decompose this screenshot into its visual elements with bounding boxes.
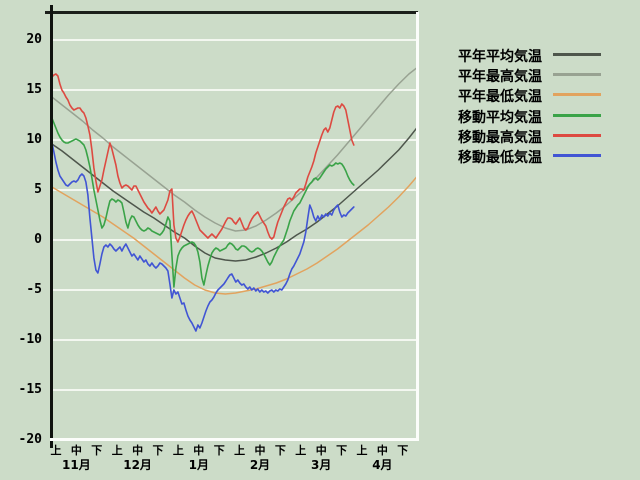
- x-axis-month-label: 1月: [188, 458, 209, 472]
- series-line-moving: [52, 73, 355, 243]
- y-axis-tick-label: 10: [26, 132, 42, 147]
- y-axis-tick-label: -15: [18, 382, 42, 397]
- legend-item: 移動平均気温: [455, 105, 615, 126]
- y-axis-tick-label: -20: [18, 432, 42, 447]
- y-axis-tick-label: 5: [34, 182, 42, 197]
- series-line-moving: [52, 142, 355, 332]
- x-axis-period-label: 下: [336, 444, 348, 457]
- x-axis-period-label: 上: [111, 444, 123, 457]
- y-axis-tick-label: 15: [26, 82, 42, 97]
- x-axis-month-label: 12月: [123, 458, 152, 472]
- x-axis-period-label: 中: [254, 444, 266, 457]
- plot-border-bottom: [50, 438, 419, 441]
- series-line-normal: [52, 175, 417, 295]
- x-axis-period-label: 中: [193, 444, 205, 457]
- x-axis-period-label: 上: [50, 444, 62, 457]
- x-axis-period-label: 下: [91, 444, 103, 457]
- legend-item: 平年最低気温: [455, 84, 615, 106]
- legend-line-swatch: [553, 53, 601, 56]
- legend-line-swatch: [553, 133, 601, 137]
- x-axis-month-label: 3月: [311, 458, 332, 472]
- x-axis-period-label: 下: [397, 444, 409, 457]
- plot-border-top: [45, 11, 418, 14]
- x-axis-period-label: 中: [132, 444, 144, 457]
- x-axis-period-label: 中: [70, 444, 82, 457]
- plot-border-right: [416, 12, 419, 441]
- chart-legend: 平年平均気温 平年最高気温 平年最低気温 移動平均気温 移動最高気温 移動最低気温: [455, 44, 615, 166]
- legend-label: 移動最低気温: [458, 149, 542, 166]
- x-axis-period-label: 下: [213, 444, 225, 457]
- legend-label: 平年最高気温: [458, 69, 542, 86]
- legend-label: 平年平均気温: [458, 49, 542, 65]
- x-axis-period-label: 中: [315, 444, 327, 457]
- x-axis-period-label: 上: [234, 444, 246, 457]
- legend-item: 平年平均気温: [455, 44, 615, 65]
- y-axis-tick-label: -10: [18, 332, 42, 347]
- x-axis-period-label: 下: [152, 444, 164, 457]
- x-axis-period-label: 上: [172, 444, 184, 457]
- legend-line-swatch: [553, 73, 601, 77]
- x-axis-period-label: 下: [274, 444, 286, 457]
- x-axis-period-label: 上: [295, 444, 307, 457]
- x-axis-period-label: 上: [356, 444, 368, 457]
- x-axis-period-label: 中: [376, 444, 388, 457]
- legend-line-swatch: [553, 93, 601, 97]
- y-axis-tick-label: 0: [34, 232, 42, 247]
- x-axis-month-label: 2月: [249, 458, 271, 472]
- y-axis-tick-label: 20: [26, 32, 42, 47]
- y-axis-line: [50, 5, 53, 448]
- legend-label: 平年最低気温: [458, 89, 542, 106]
- legend-label: 移動平均気温: [458, 109, 542, 126]
- series-line-normal: [52, 66, 417, 232]
- y-axis-tick-label: -5: [26, 282, 42, 297]
- legend-item: 平年最高気温: [455, 64, 615, 86]
- legend-label: 移動最高気温: [458, 129, 542, 146]
- series-line-moving: [52, 117, 355, 288]
- legend-item: 移動最低気温: [455, 145, 615, 166]
- legend-line-swatch: [553, 153, 601, 157]
- series-line-normal: [52, 126, 417, 262]
- x-axis-month-label: 4月: [372, 458, 393, 472]
- legend-line-swatch: [553, 113, 601, 117]
- x-axis-month-label: 11月: [62, 458, 91, 472]
- legend-item: 移動最高気温: [455, 125, 615, 146]
